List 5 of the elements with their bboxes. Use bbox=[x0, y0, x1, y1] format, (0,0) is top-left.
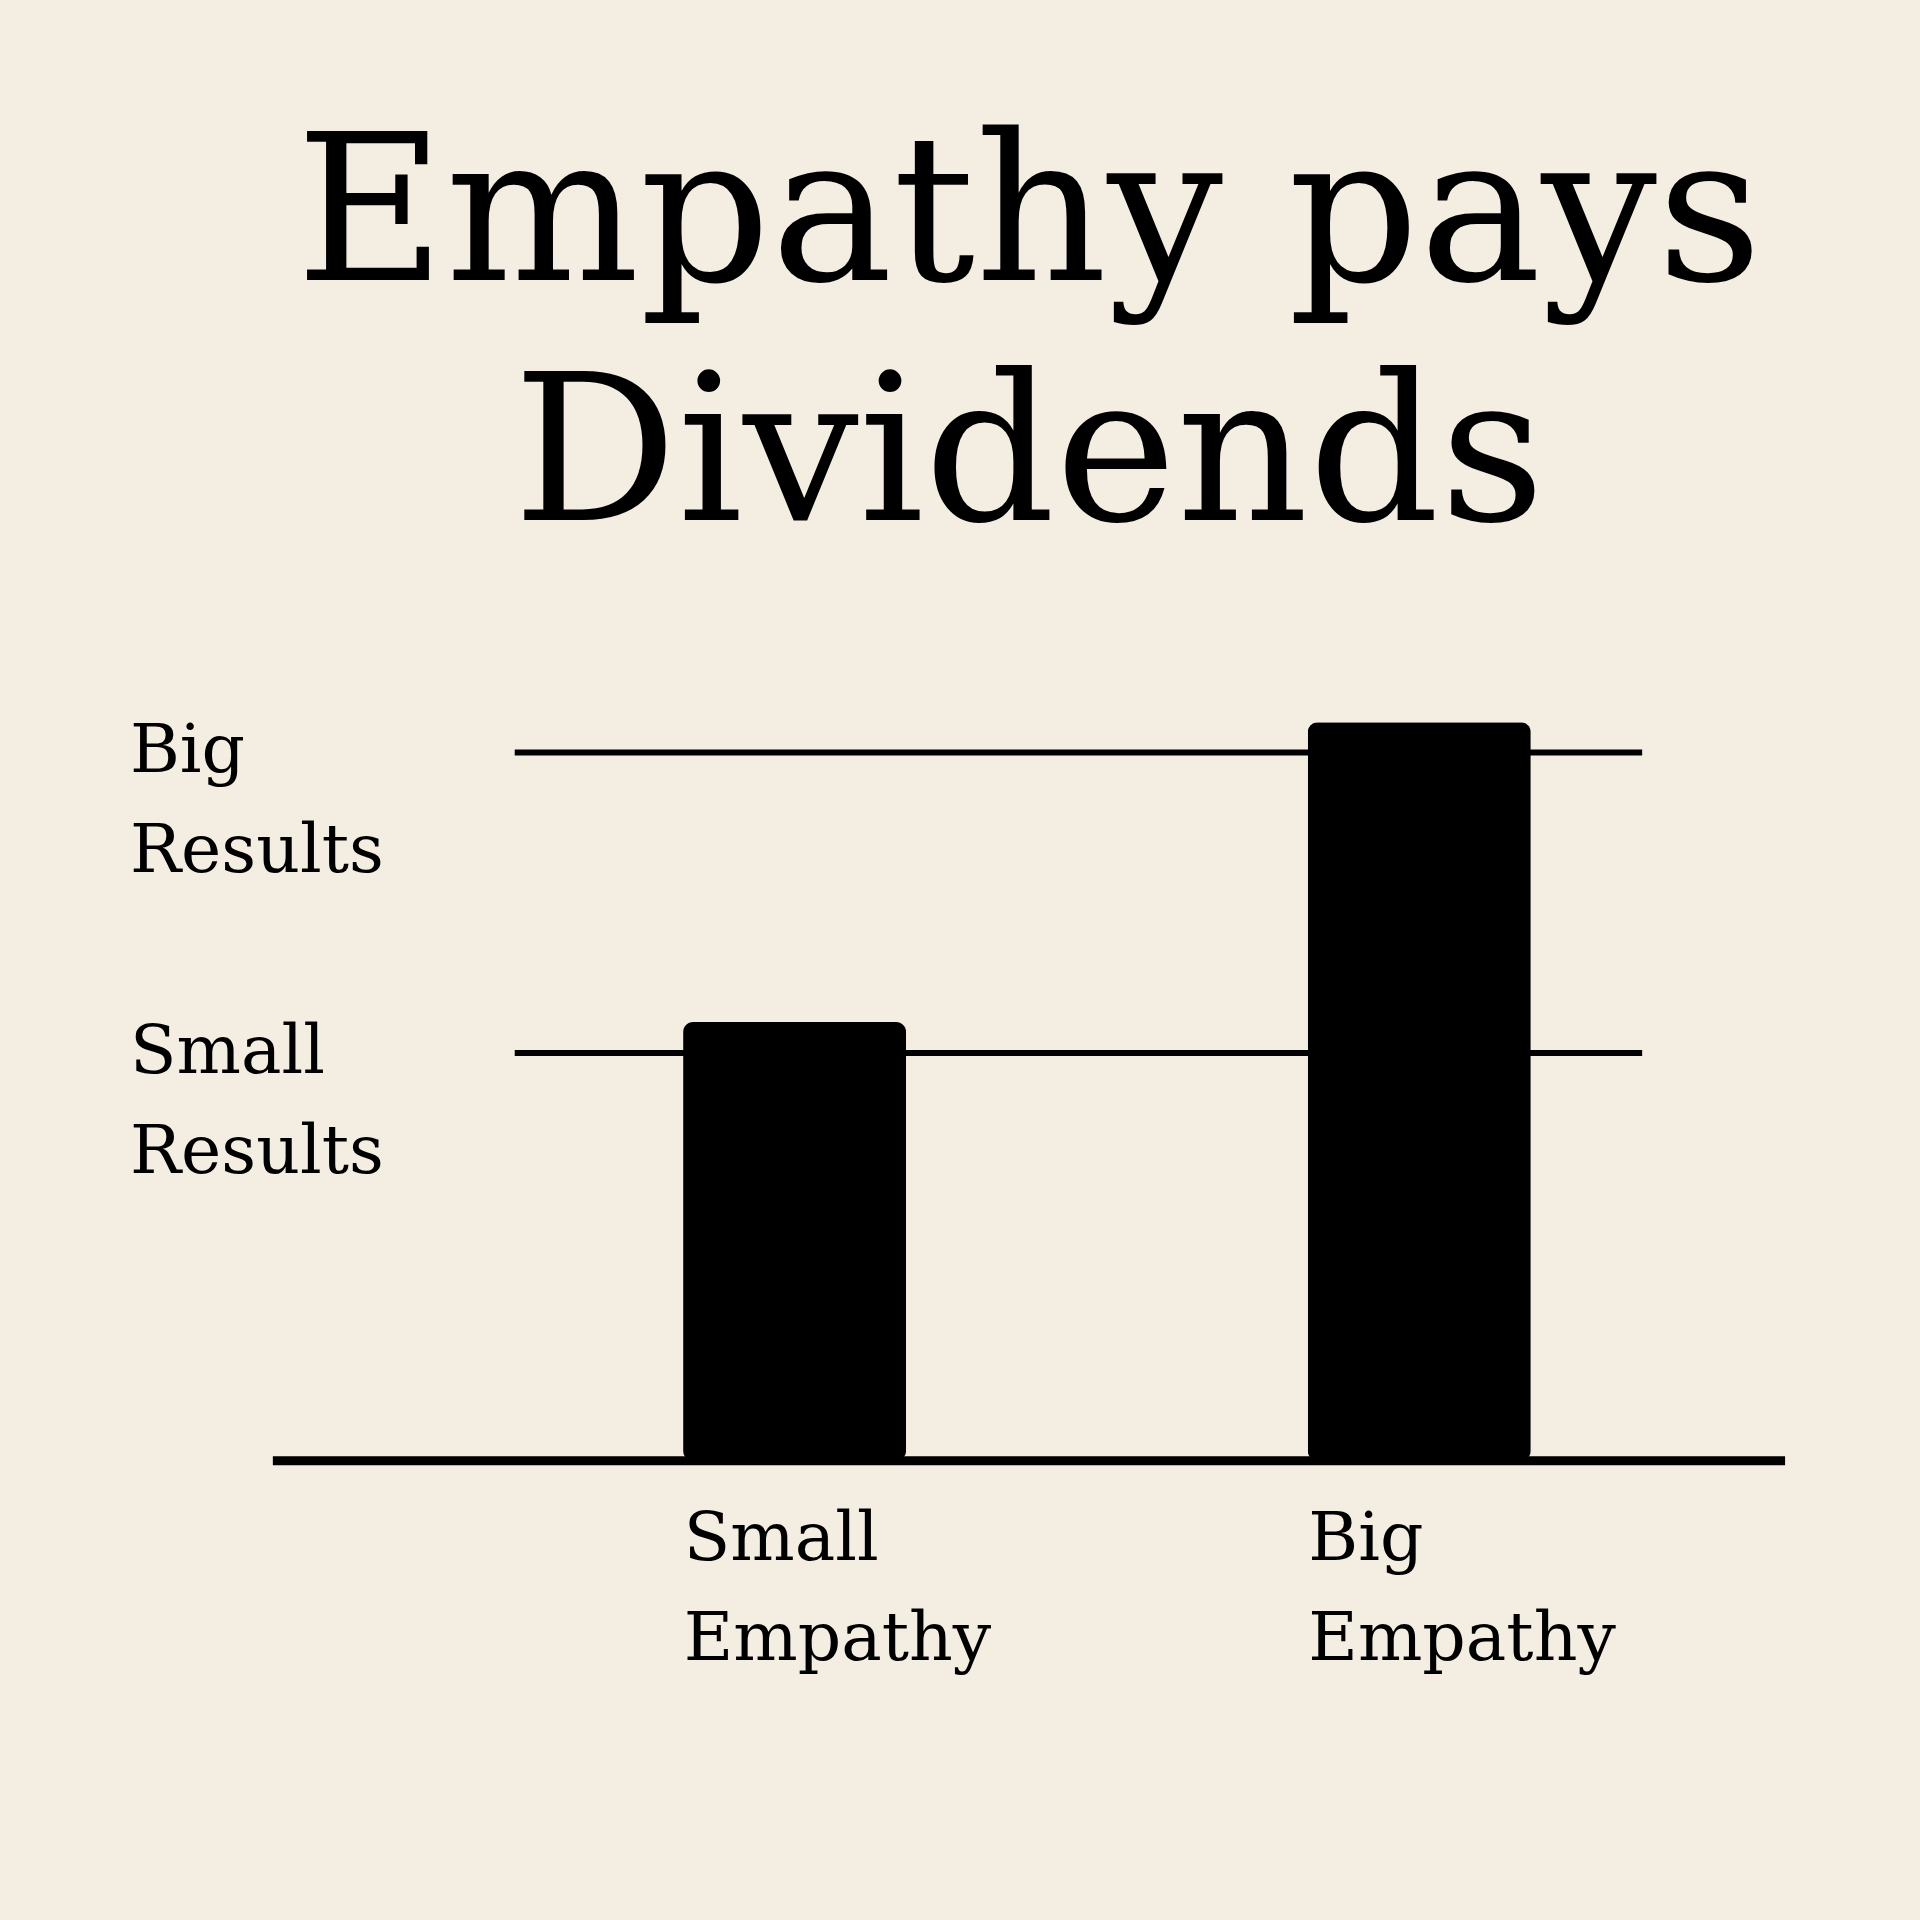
ref-line-label: Big Results bbox=[129, 709, 384, 889]
ref-line-label: Small Results bbox=[129, 1010, 384, 1189]
x-tick-label: Small Empathy bbox=[683, 1497, 992, 1677]
x-tick-label: Big Empathy bbox=[1308, 1497, 1617, 1677]
chart-title: Empathy pays Dividends bbox=[295, 89, 1763, 568]
